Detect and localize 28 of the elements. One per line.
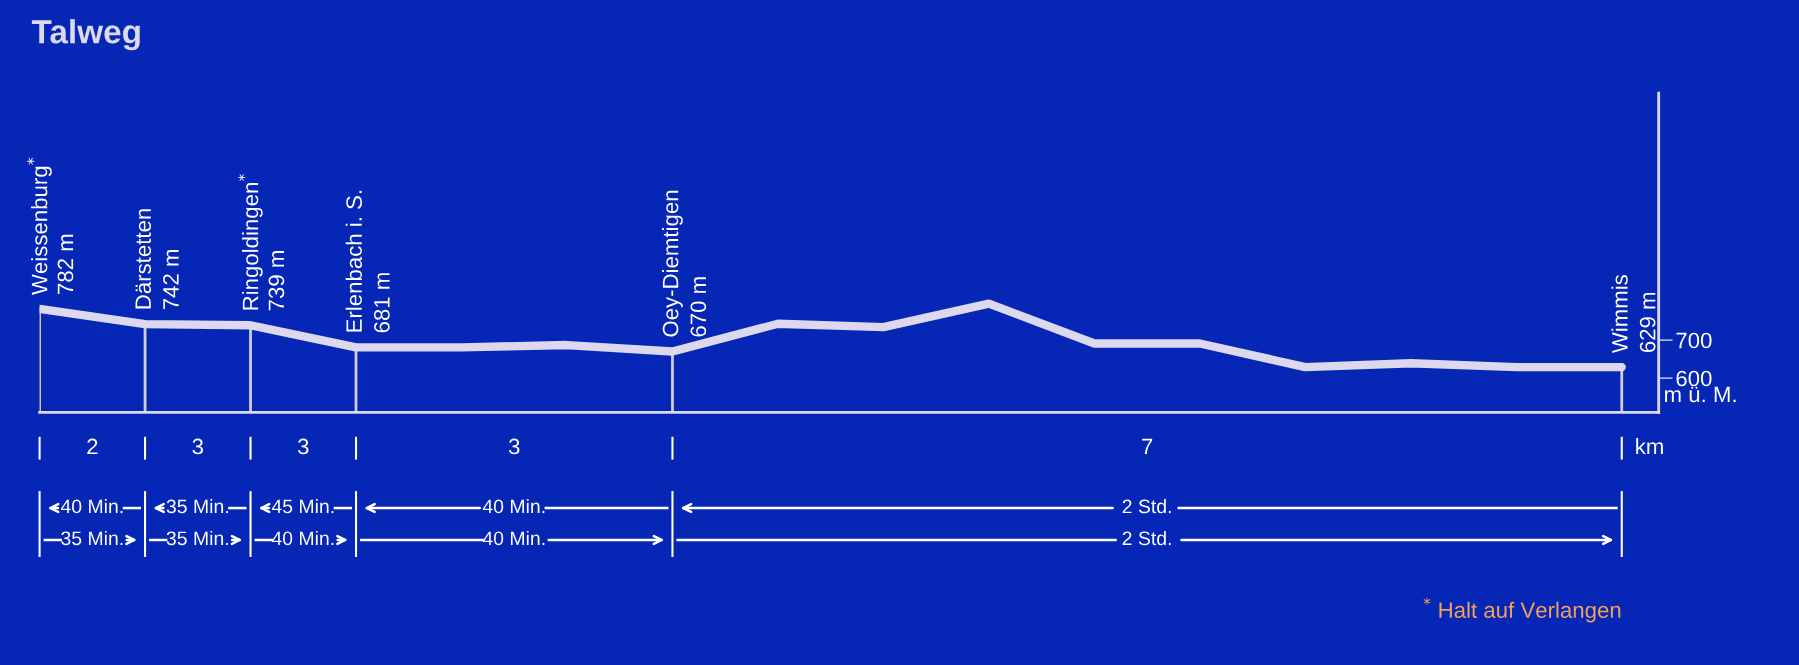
text: 2 Std. 2 Std. (1122, 499, 1171, 546)
chart-title: Talweg (31, 19, 140, 51)
text: 2 (87, 438, 98, 455)
data-label: 629 m (1639, 292, 1656, 353)
text: 3 (192, 438, 203, 455)
x-tick-label: Weissenburg$^{*}$ (27, 157, 52, 295)
y-axis-title: m ü. M. (1665, 386, 1736, 403)
text: 3 (297, 438, 309, 455)
data-label: 739 m (268, 251, 285, 311)
x-tick-label: Oey-Diemtigen (662, 190, 683, 337)
x-axis-title: km (1636, 438, 1663, 455)
data-label: 782 m (57, 234, 74, 294)
text: 40 Min. 35 Min. (60, 499, 123, 546)
x-tick-label: Erlenbach i. S. (345, 190, 362, 332)
text: 3 (508, 438, 520, 455)
y-tick-label: 700 (1676, 332, 1712, 349)
data-label: 742 m (163, 249, 179, 310)
data-label: 670 m (690, 277, 707, 337)
text: 7 (1142, 438, 1153, 455)
data-label: 681 m (374, 273, 390, 333)
text: 35 Min. 35 Min. (166, 499, 228, 546)
text: 40 Min. 40 Min. (482, 499, 545, 546)
x-tick-label: Därstetten (135, 209, 152, 309)
x-tick-label: Wimmis (1611, 275, 1628, 354)
x-tick-label: Ringoldingen$^{*}$ (238, 174, 263, 310)
text: 45 Min. 40 Min. (271, 499, 334, 546)
y-tick-label: 600 (1676, 370, 1712, 387)
text: $^{*}$ Halt auf Verlangen (1423, 597, 1621, 623)
